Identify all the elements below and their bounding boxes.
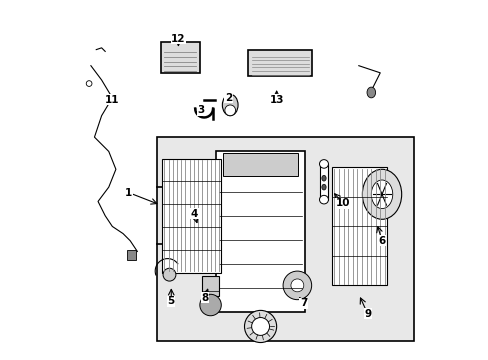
Text: 13: 13 xyxy=(269,95,284,105)
Ellipse shape xyxy=(321,175,325,181)
Text: 6: 6 xyxy=(378,236,385,246)
Text: 12: 12 xyxy=(171,34,185,44)
Bar xyxy=(331,167,386,285)
Bar xyxy=(126,249,135,260)
Text: 11: 11 xyxy=(105,95,120,105)
Ellipse shape xyxy=(163,268,176,281)
Bar xyxy=(157,137,413,341)
Text: 1: 1 xyxy=(124,188,132,198)
Bar xyxy=(201,276,219,296)
Ellipse shape xyxy=(86,81,92,86)
Ellipse shape xyxy=(200,294,221,316)
Ellipse shape xyxy=(222,94,238,116)
Ellipse shape xyxy=(362,169,401,219)
Ellipse shape xyxy=(366,87,375,98)
Ellipse shape xyxy=(290,279,303,292)
Text: 2: 2 xyxy=(224,93,232,103)
Bar xyxy=(160,42,200,73)
Text: 7: 7 xyxy=(299,298,306,308)
Bar xyxy=(247,50,312,76)
Text: 3: 3 xyxy=(197,105,204,115)
Bar xyxy=(216,152,305,312)
Ellipse shape xyxy=(283,271,311,300)
Bar xyxy=(223,153,298,176)
Text: 10: 10 xyxy=(335,198,349,208)
Ellipse shape xyxy=(224,105,235,116)
Text: 9: 9 xyxy=(364,309,370,319)
Ellipse shape xyxy=(244,310,276,342)
Bar xyxy=(162,158,221,273)
Ellipse shape xyxy=(251,318,269,336)
Bar xyxy=(319,164,328,200)
Text: 4: 4 xyxy=(190,209,198,219)
Ellipse shape xyxy=(319,195,328,204)
Ellipse shape xyxy=(321,184,325,190)
Text: 8: 8 xyxy=(201,293,208,303)
Text: 5: 5 xyxy=(167,296,175,306)
Ellipse shape xyxy=(370,180,392,208)
Ellipse shape xyxy=(319,159,328,168)
